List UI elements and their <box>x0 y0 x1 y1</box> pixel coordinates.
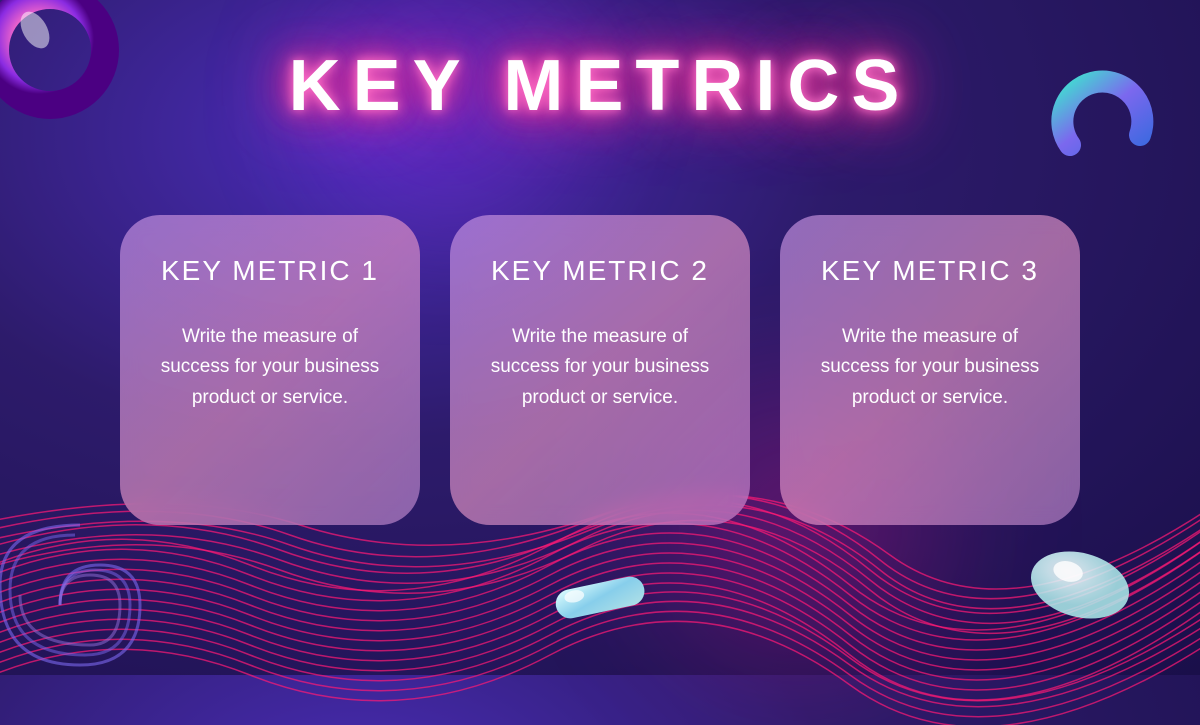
metric-card-body: Write the measure of success for your bu… <box>808 322 1052 413</box>
metric-card-2: KEY METRIC 2 Write the measure of succes… <box>450 215 750 525</box>
arc-3d-icon <box>1050 60 1160 170</box>
metric-card-3: KEY METRIC 3 Write the measure of succes… <box>780 215 1080 525</box>
metric-card-title: KEY METRIC 2 <box>491 255 709 287</box>
metrics-card-row: KEY METRIC 1 Write the measure of succes… <box>120 215 1080 525</box>
lens-3d-icon <box>1020 535 1140 625</box>
capsule-3d-icon <box>550 575 650 620</box>
metric-card-title: KEY METRIC 1 <box>161 255 379 287</box>
spiral-decoration-icon <box>0 515 150 695</box>
torus-3d-icon <box>0 0 120 120</box>
metric-card-title: KEY METRIC 3 <box>821 255 1039 287</box>
metric-card-1: KEY METRIC 1 Write the measure of succes… <box>120 215 420 525</box>
metric-card-body: Write the measure of success for your bu… <box>478 322 722 413</box>
slide-title: KEY METRICS <box>289 45 912 127</box>
metric-card-body: Write the measure of success for your bu… <box>148 322 392 413</box>
